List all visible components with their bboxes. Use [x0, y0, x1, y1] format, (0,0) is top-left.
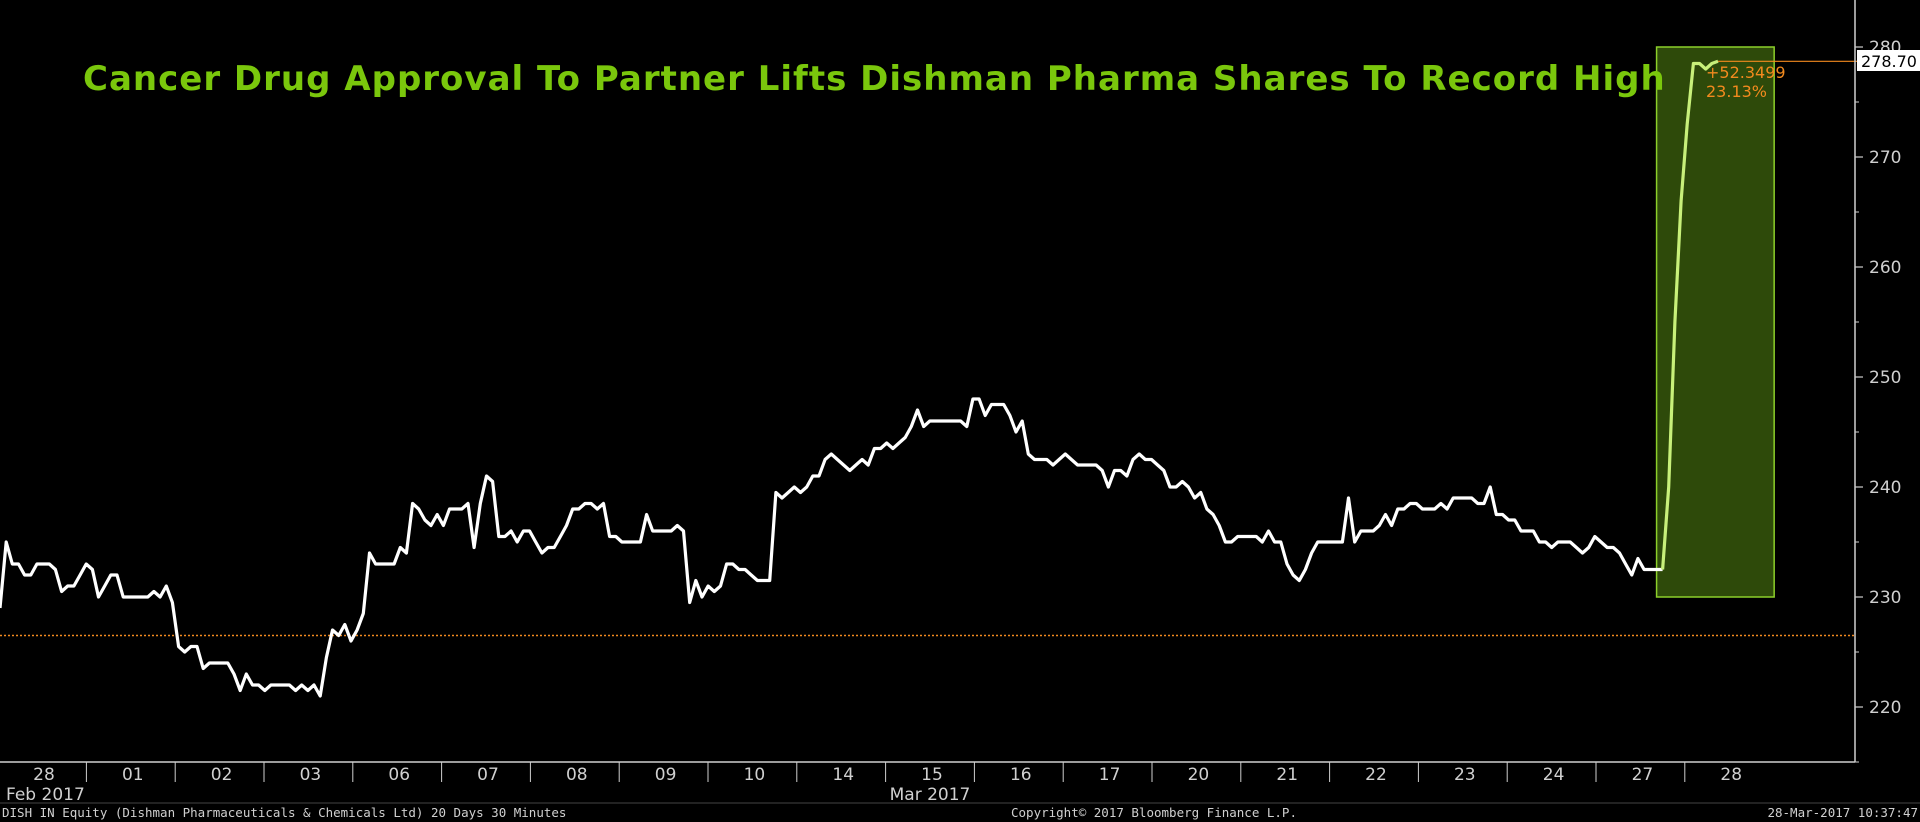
y-tick-label: 270 [1869, 148, 1901, 168]
last-value-box [1857, 50, 1920, 71]
x-tick-label: 24 [1543, 765, 1565, 785]
x-tick-label: 28 [1720, 765, 1742, 785]
x-tick-label: 28 [33, 765, 55, 785]
y-tick-label: 240 [1869, 478, 1901, 498]
footer-security-label: DISH IN Equity (Dishman Pharmaceuticals … [2, 805, 566, 820]
price-series-line [0, 397, 1663, 698]
x-tick-label: 17 [1099, 765, 1121, 785]
footer-timestamp: 28-Mar-2017 10:37:47 [1767, 805, 1918, 820]
series-layer [0, 59, 1719, 698]
x-tick-label: 27 [1632, 765, 1654, 785]
chart-title: Cancer Drug Approval To Partner Lifts Di… [83, 59, 1666, 99]
price-series-line-highlighted [1661, 59, 1719, 570]
x-tick-label: 16 [1010, 765, 1032, 785]
y-tick-label: 220 [1869, 698, 1901, 718]
x-tick-label: 09 [655, 765, 677, 785]
x-tick-label: 01 [122, 765, 144, 785]
x-tick-label: 08 [566, 765, 588, 785]
x-tick-label: 22 [1365, 765, 1387, 785]
x-period-label-mar: Mar 2017 [890, 785, 971, 805]
y-tick-label: 230 [1869, 588, 1901, 608]
change-value-label: +52.3499 [1706, 63, 1786, 82]
x-tick-label: 07 [477, 765, 499, 785]
x-tick-label: 21 [1276, 765, 1298, 785]
x-tick-label: 20 [1188, 765, 1210, 785]
footer-copyright: Copyright© 2017 Bloomberg Finance L.P. [1011, 805, 1297, 820]
x-tick-label: 03 [300, 765, 322, 785]
y-tick-label: 260 [1869, 258, 1901, 278]
x-tick-label: 15 [921, 765, 943, 785]
x-tick-label: 06 [388, 765, 410, 785]
change-percent-label: 23.13% [1706, 82, 1767, 101]
x-tick-label: 02 [211, 765, 233, 785]
x-tick-label: 14 [832, 765, 854, 785]
x-tick-label: 10 [744, 765, 766, 785]
x-tick-label: 23 [1454, 765, 1476, 785]
x-period-label-feb: Feb 2017 [6, 785, 85, 805]
y-tick-label: 250 [1869, 368, 1901, 388]
last-value-label: 278.70 [1861, 52, 1917, 71]
